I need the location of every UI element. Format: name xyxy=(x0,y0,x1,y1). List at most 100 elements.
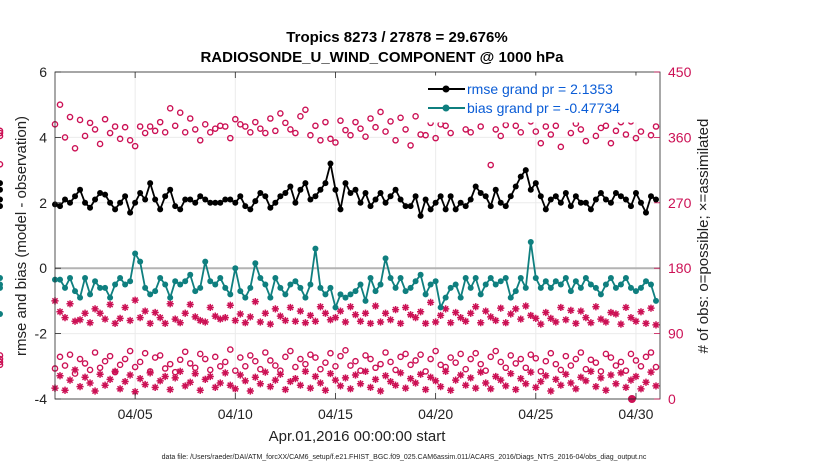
obs-assimilated-marker xyxy=(411,379,420,387)
chart-title-line2: RADIOSONDE_U_WIND_COMPONENT @ 1000 hPa xyxy=(200,49,564,66)
bias-point xyxy=(282,291,289,298)
obs-possible-marker xyxy=(247,352,254,359)
obs-possible-marker xyxy=(387,118,394,125)
obs-possible-marker xyxy=(71,144,79,152)
obs-assimilated-marker xyxy=(226,381,234,389)
bias-point xyxy=(607,275,614,282)
obs-assimilated-marker xyxy=(286,303,294,312)
rmse-point xyxy=(222,196,229,203)
bias-point xyxy=(292,278,299,285)
obs-possible-marker xyxy=(372,123,379,131)
obs-possible-marker xyxy=(237,354,244,361)
obs-assimilated-marker xyxy=(351,371,360,379)
bias-point xyxy=(82,275,89,282)
obs-assimilated-marker xyxy=(341,318,350,326)
obs-assimilated-marker xyxy=(246,313,254,321)
obs-assimilated-marker xyxy=(66,300,74,308)
obs-assimilated-marker xyxy=(86,379,94,387)
obs-assimilated-marker xyxy=(607,371,615,379)
obs-possible-marker xyxy=(422,368,429,375)
bias-point xyxy=(387,275,394,282)
rmse-point xyxy=(482,193,489,200)
bias-point xyxy=(187,271,194,278)
rmse-point xyxy=(87,204,94,211)
obs-possible-marker xyxy=(477,360,485,368)
bias-point xyxy=(112,281,119,288)
obs-assimilated-marker xyxy=(306,311,315,320)
obs-possible-marker xyxy=(552,360,560,368)
obs-possible-marker xyxy=(432,134,439,142)
obs-possible-marker xyxy=(637,128,645,135)
obs-assimilated-marker xyxy=(567,379,575,387)
obs-possible-marker xyxy=(652,363,660,371)
obs-assimilated-marker xyxy=(291,317,299,325)
obs-possible-marker xyxy=(587,356,595,364)
obs-assimilated-marker xyxy=(462,381,470,389)
bias-point xyxy=(272,275,279,282)
obs-possible-marker xyxy=(252,357,259,365)
obs-possible-marker xyxy=(387,358,394,366)
obs-assimilated-marker xyxy=(467,309,475,317)
bias-point xyxy=(462,275,469,282)
bias-point xyxy=(267,294,274,301)
bias-point xyxy=(467,284,474,291)
obs-possible-marker xyxy=(407,361,414,369)
obs-assimilated-marker xyxy=(241,319,249,327)
obs-possible-marker xyxy=(196,137,204,144)
bias-point xyxy=(622,275,629,282)
obs-assimilated-marker xyxy=(537,320,545,328)
obs-assimilated-marker xyxy=(517,375,525,383)
obs-possible-marker xyxy=(542,123,550,130)
bias-point xyxy=(72,288,79,295)
left-y-tick-label: 2 xyxy=(39,195,47,211)
rmse-point xyxy=(602,196,609,203)
rmse-point xyxy=(0,203,3,210)
obs-assimilated-marker xyxy=(517,315,525,323)
obs-possible-marker xyxy=(597,368,605,375)
rmse-point xyxy=(252,198,259,205)
obs-assimilated-marker xyxy=(251,373,259,381)
rmse-point xyxy=(72,193,79,200)
rmse-point xyxy=(627,203,634,210)
bias-point xyxy=(167,294,174,301)
rmse-point xyxy=(502,203,509,210)
obs-assimilated-marker xyxy=(236,371,244,379)
left-y-tick-label: -2 xyxy=(35,326,48,342)
obs-possible-marker xyxy=(627,350,635,358)
obs-possible-marker xyxy=(377,360,384,368)
legend-bias-label: bias grand pr = -0.47734 xyxy=(467,100,620,116)
obs-possible-marker xyxy=(186,360,194,367)
rmse-point xyxy=(267,204,274,211)
obs-possible-marker xyxy=(302,106,309,114)
obs-assimilated-marker xyxy=(452,376,460,384)
bias-point xyxy=(372,288,379,295)
rmse-point xyxy=(0,186,3,193)
obs-possible-marker xyxy=(337,352,344,360)
obs-possible-marker xyxy=(397,114,404,122)
rmse-point xyxy=(162,193,169,200)
bias-point xyxy=(232,265,239,272)
rmse-point xyxy=(417,212,424,219)
rmse-point xyxy=(537,193,544,200)
obs-possible-marker xyxy=(0,358,4,366)
x-axis-label: Apr.01,2016 00:00:00 start xyxy=(269,428,447,445)
obs-possible-marker xyxy=(297,355,304,363)
obs-assimilated-marker xyxy=(487,313,495,321)
obs-possible-marker xyxy=(221,123,229,130)
obs-assimilated-marker xyxy=(116,314,124,322)
rmse-point xyxy=(517,173,524,180)
obs-assimilated-marker xyxy=(587,367,595,375)
obs-possible-marker xyxy=(327,349,334,357)
rmse-point xyxy=(82,199,89,206)
rmse-point xyxy=(557,199,564,206)
obs-assimilated-marker xyxy=(241,377,249,385)
rmse-point xyxy=(297,186,304,193)
obs-assimilated-marker xyxy=(401,384,410,392)
obs-possible-marker xyxy=(121,123,129,131)
obs-possible-marker xyxy=(507,352,515,359)
obs-assimilated-marker xyxy=(472,303,480,311)
legend-box xyxy=(424,75,656,123)
obs-possible-marker xyxy=(81,360,89,367)
rmse-series xyxy=(0,160,659,219)
obs-assimilated-marker xyxy=(582,314,590,322)
